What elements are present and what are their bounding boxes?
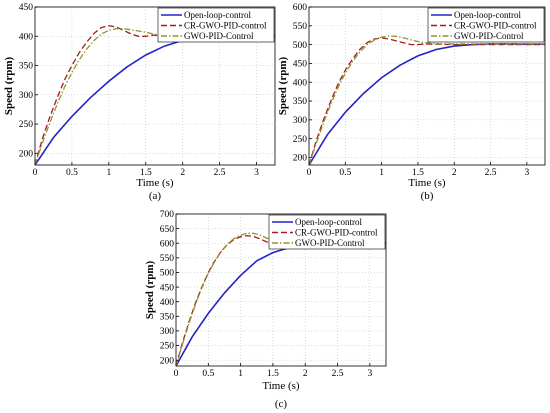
y-tick-label: 250 [293,135,308,145]
series-line [176,234,386,366]
y-axis-label: Speed (rpm) [277,56,289,115]
y-tick-label: 400 [160,298,175,308]
plot-frame [34,6,276,166]
y-axis-label: Speed (rpm) [3,56,15,115]
legend-label: CR-GWO-PID-control [184,21,267,31]
y-tick-label: 200 [19,149,34,159]
plot-frame [308,6,546,166]
chart-panel: 0 0.5 1 1.5 2 2.5 3 200 250 300 350 400 450 500 550 600… [277,3,546,202]
y-tick-label: 450 [160,283,175,293]
y-tick-label: 550 [293,22,308,32]
legend-box [268,214,386,250]
y-tick-label: 200 [160,356,175,366]
legend: Open-loop-controlCR-GWO-PID-controlGWO-P… [427,7,545,43]
chart-panel: 0 0.5 1 1.5 2 2.5 3 200 250 300 350 400 450 500 550 600… [144,210,387,410]
x-tick-label: 0 [33,168,38,178]
legend-label: Open-loop-control [184,10,251,20]
panel-caption: (a) [149,190,162,202]
x-tick-label: 1.5 [267,369,279,379]
x-tick-label: 1 [238,369,243,379]
x-tick-label: 2 [452,168,457,178]
y-tick-label: 250 [19,120,34,130]
x-tick-label: 3 [367,369,372,379]
series-line [309,37,545,165]
plot-frame [175,213,387,367]
y-tick-label: 300 [160,327,175,337]
legend-label: GWO-PID-Control [295,238,365,248]
x-tick-label: 0 [174,369,179,379]
y-axis-label: Speed (rpm) [144,260,156,319]
panel-caption: (c) [275,398,288,410]
series-line [35,28,275,165]
series-line [309,35,545,165]
y-tick-label: 450 [19,3,34,13]
x-tick-label: 2 [180,168,185,178]
y-tick-label: 400 [293,78,308,88]
legend: Open-loop-controlCR-GWO-PID-controlGWO-P… [268,214,386,250]
y-tick-label: 650 [160,225,175,235]
x-tick-label: 3 [524,168,529,178]
x-tick-label: 2.5 [214,168,226,178]
x-tick-label: 2.5 [332,369,344,379]
y-tick-label: 450 [293,60,308,70]
y-tick-label: 350 [19,62,34,72]
x-tick-label: 0.5 [339,168,351,178]
y-tick-label: 250 [160,342,175,352]
legend-label: GWO-PID-Control [184,31,254,41]
x-tick-label: 0.5 [202,369,214,379]
y-tick-label: 600 [293,3,308,13]
chart-panel: 0 0.5 1 1.5 2 2.5 3 200 250 300 350 400 450 Time (s) S… [3,3,276,202]
x-tick-label: 1 [106,168,111,178]
x-axis-label: Time (s) [262,380,300,392]
y-tick-label: 350 [160,313,175,323]
legend-label: CR-GWO-PID-control [454,21,537,31]
series-line [35,34,275,165]
x-axis-label: Time (s) [136,177,174,189]
x-tick-label: 2.5 [485,168,497,178]
y-tick-label: 200 [293,154,308,164]
x-tick-label: 2 [303,369,308,379]
x-tick-label: 0.5 [66,168,78,178]
series-line [309,43,545,165]
series-line [176,242,386,366]
x-tick-label: 0 [307,168,312,178]
x-tick-label: 1.5 [412,168,424,178]
series-line [176,232,386,366]
series-line [35,25,275,165]
y-tick-label: 300 [293,116,308,126]
legend-label: GWO-PID-Control [454,31,524,41]
x-tick-label: 3 [254,168,259,178]
y-tick-label: 300 [19,91,34,101]
panel-caption: (b) [421,190,434,202]
x-axis-label: Time (s) [408,177,446,189]
y-tick-label: 550 [160,254,175,264]
legend-label: Open-loop-control [454,10,521,20]
y-tick-label: 600 [160,239,175,249]
y-tick-label: 500 [160,269,175,279]
legend: Open-loop-controlCR-GWO-PID-controlGWO-P… [157,7,275,43]
y-tick-label: 500 [293,41,308,51]
x-tick-label: 1 [379,168,384,178]
legend-label: CR-GWO-PID-control [295,228,378,238]
x-tick-label: 1.5 [140,168,152,178]
y-tick-label: 400 [19,32,34,42]
legend-label: Open-loop-control [295,217,362,227]
y-tick-label: 350 [293,97,308,107]
y-tick-label: 700 [160,210,175,220]
